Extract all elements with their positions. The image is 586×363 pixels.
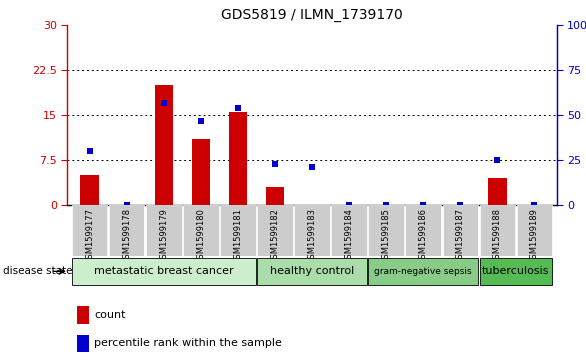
FancyBboxPatch shape [257,205,293,256]
Title: GDS5819 / ILMN_1739170: GDS5819 / ILMN_1739170 [221,8,403,22]
Bar [155,85,173,205]
FancyBboxPatch shape [109,205,145,256]
FancyBboxPatch shape [294,205,330,256]
Text: tuberculosis: tuberculosis [482,266,550,276]
Text: GSM1599188: GSM1599188 [493,208,502,264]
Point [196,118,206,123]
Point [307,164,316,170]
Text: GSM1599185: GSM1599185 [381,208,391,264]
Point [122,202,131,208]
Point [345,202,354,208]
Point [381,202,391,208]
Point [530,202,539,208]
FancyBboxPatch shape [479,258,552,285]
FancyBboxPatch shape [369,205,404,256]
Bar [80,175,99,205]
Text: GSM1599180: GSM1599180 [196,208,205,264]
Text: GSM1599181: GSM1599181 [233,208,243,264]
Text: GSM1599177: GSM1599177 [85,208,94,264]
Text: GSM1599179: GSM1599179 [159,208,168,264]
Text: GSM1599186: GSM1599186 [419,208,428,264]
Text: metastatic breast cancer: metastatic breast cancer [94,266,234,276]
Bar [488,178,507,205]
Bar [265,187,284,205]
Point [270,161,280,167]
Text: GSM1599183: GSM1599183 [308,208,316,264]
FancyBboxPatch shape [146,205,182,256]
FancyBboxPatch shape [442,205,478,256]
Text: GSM1599189: GSM1599189 [530,208,539,264]
Text: GSM1599184: GSM1599184 [345,208,353,264]
Bar [77,335,90,352]
FancyBboxPatch shape [369,258,478,285]
Text: gram-negative sepsis: gram-negative sepsis [374,267,472,276]
FancyBboxPatch shape [257,258,367,285]
FancyBboxPatch shape [479,205,515,256]
Bar [77,306,90,323]
Text: percentile rank within the sample: percentile rank within the sample [94,338,282,348]
Bar [192,139,210,205]
Point [493,157,502,163]
Point [418,202,428,208]
FancyBboxPatch shape [72,258,255,285]
Text: GSM1599178: GSM1599178 [122,208,131,264]
Text: GSM1599187: GSM1599187 [456,208,465,264]
Point [233,105,243,111]
FancyBboxPatch shape [183,205,219,256]
FancyBboxPatch shape [72,205,107,256]
FancyBboxPatch shape [220,205,255,256]
Text: GSM1599182: GSM1599182 [271,208,280,264]
FancyBboxPatch shape [517,205,552,256]
Text: disease state: disease state [3,266,73,276]
Point [456,202,465,208]
Text: count: count [94,310,126,320]
Bar [229,112,247,205]
FancyBboxPatch shape [331,205,367,256]
FancyBboxPatch shape [406,205,441,256]
Text: healthy control: healthy control [270,266,354,276]
Point [159,100,168,106]
Point [85,148,94,154]
